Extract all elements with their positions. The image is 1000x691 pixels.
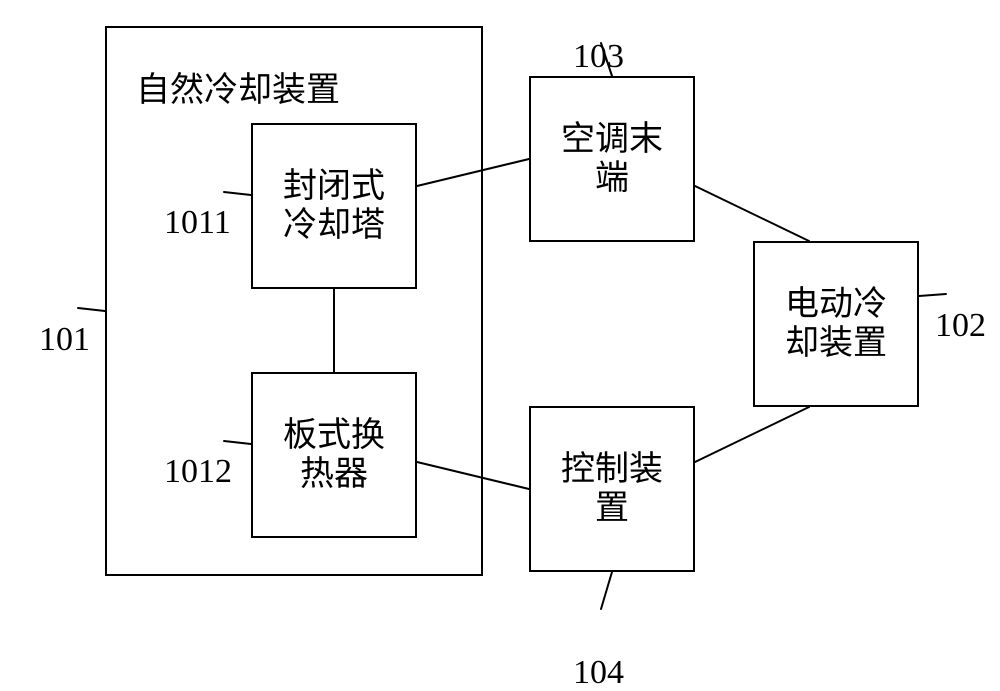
ref-102-text: 102 bbox=[935, 307, 986, 344]
electric-cooling-device: 电动冷 却装置 bbox=[753, 241, 919, 407]
ac-terminal: 空调末 端 bbox=[529, 76, 695, 242]
plate-heat-exchanger-label: 板式换 热器 bbox=[283, 416, 385, 494]
ref-1012-text: 1012 bbox=[164, 453, 232, 490]
control-device-label: 控制装 置 bbox=[561, 450, 663, 528]
closed-cooling-tower: 封闭式 冷却塔 bbox=[251, 123, 417, 289]
natural-cooling-device-title-text: 自然冷却装置 bbox=[136, 72, 340, 109]
ref-104: 104 bbox=[556, 622, 624, 690]
ref-101-text: 101 bbox=[39, 321, 90, 358]
natural-cooling-device-title: 自然冷却装置 bbox=[119, 40, 340, 108]
plate-heat-exchanger: 板式换 热器 bbox=[251, 372, 417, 538]
ref-104-text: 104 bbox=[573, 654, 624, 691]
ref-101: 101 bbox=[22, 289, 90, 357]
ref-1012: 1012 bbox=[147, 421, 232, 489]
ref-103: 103 bbox=[556, 6, 624, 74]
ac-terminal-label: 空调末 端 bbox=[561, 120, 663, 198]
ref-1011-text: 1011 bbox=[164, 204, 231, 241]
closed-cooling-tower-label: 封闭式 冷却塔 bbox=[283, 167, 385, 245]
ref-102: 102 bbox=[918, 275, 986, 343]
control-device: 控制装 置 bbox=[529, 406, 695, 572]
ref-103-text: 103 bbox=[573, 38, 624, 75]
ref-1011: 1011 bbox=[147, 172, 231, 240]
electric-cooling-device-label: 电动冷 却装置 bbox=[785, 285, 887, 363]
